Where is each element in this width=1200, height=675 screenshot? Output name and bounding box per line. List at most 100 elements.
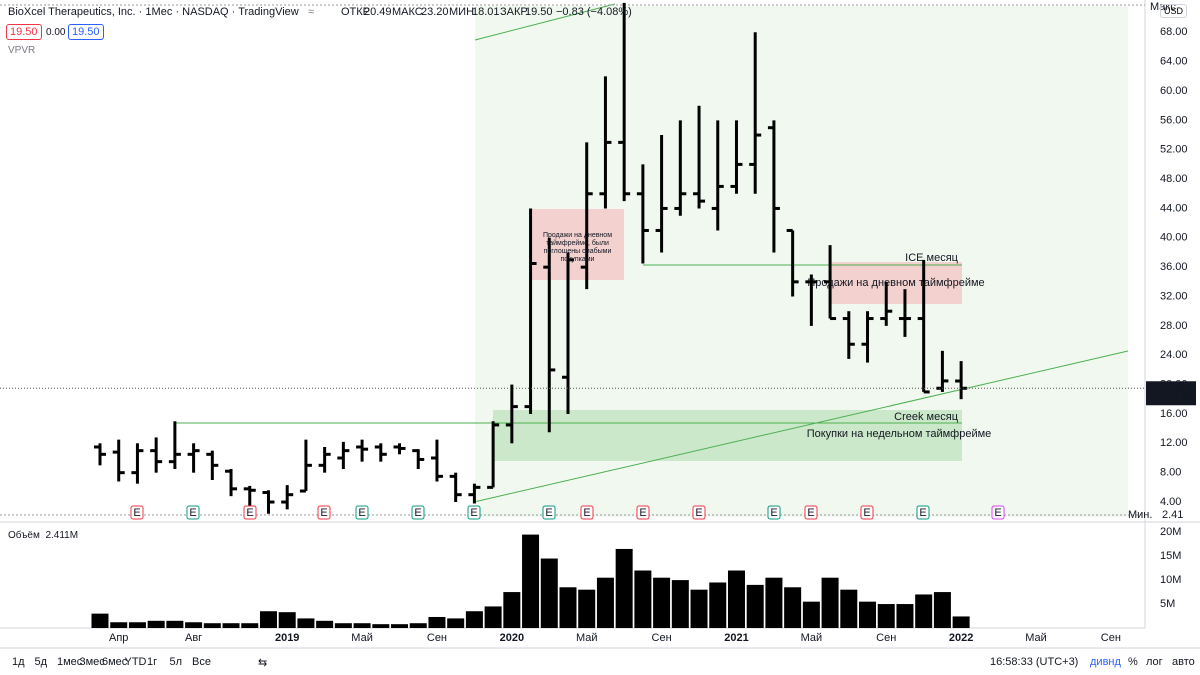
- earnings-label: E: [545, 507, 552, 519]
- earnings-marker: [186, 505, 200, 520]
- currency[interactable]: USD: [1160, 4, 1188, 18]
- volume-bar: [933, 592, 951, 628]
- earnings-marker: [542, 505, 556, 520]
- ohlc-close: 19.50: [525, 6, 553, 18]
- indicator: VPVR: [8, 45, 36, 56]
- range-button[interactable]: 5л: [169, 656, 183, 668]
- ohlc-close-label: ЗАКР: [500, 6, 528, 18]
- volume-bar: [671, 580, 689, 628]
- buy-badge[interactable]: 19.50: [68, 24, 104, 40]
- x-tick-label: Сен: [427, 632, 447, 644]
- earnings-marker: [916, 505, 930, 520]
- earnings-label: E: [133, 507, 140, 519]
- range-button[interactable]: 1мес: [57, 656, 83, 668]
- volume-bar: [896, 604, 914, 628]
- range-button[interactable]: 1г: [147, 656, 158, 668]
- volume-bar: [952, 616, 970, 628]
- y-tick-label: 15M: [1160, 550, 1181, 562]
- y-tick-label: 20M: [1160, 526, 1181, 538]
- volume-bar: [690, 589, 708, 628]
- volume-bar: [503, 592, 521, 628]
- y-tick-label: 5M: [1160, 598, 1175, 610]
- y-tick-label: 4.00: [1160, 496, 1181, 508]
- sell-zone-label: Продажи на дневном таймфрейме: [807, 277, 984, 289]
- compare-icon[interactable]: ⇆: [258, 657, 268, 669]
- volume-bar: [259, 611, 277, 628]
- volume-bar: [484, 606, 502, 628]
- earnings-label: E: [919, 507, 926, 519]
- earnings-label: E: [994, 507, 1001, 519]
- volume-bar: [203, 623, 221, 628]
- range-button[interactable]: 1д: [12, 656, 25, 668]
- sell-zone: [830, 262, 962, 304]
- volume-bar: [334, 623, 352, 628]
- volume-bar: [802, 601, 820, 628]
- toggle[interactable]: ≈: [308, 6, 315, 18]
- range-button[interactable]: YTD: [124, 656, 147, 668]
- volume-bar: [615, 548, 633, 628]
- ohlc-low: 18.01: [472, 6, 500, 18]
- volume-bar: [316, 620, 334, 628]
- y-tick-label: 52.00: [1160, 144, 1188, 156]
- earnings-label: E: [246, 507, 253, 519]
- earnings-label: E: [470, 507, 477, 519]
- clock: 16:58:33 (UTC+3): [990, 656, 1079, 668]
- earnings-marker: [692, 505, 706, 520]
- trend-line: [473, 350, 1129, 503]
- percent[interactable]: %: [1128, 656, 1138, 668]
- earnings-label: E: [358, 507, 365, 519]
- sell-badge[interactable]: 19.50: [6, 24, 42, 40]
- earnings-marker: [580, 505, 594, 520]
- earnings-label: E: [414, 507, 421, 519]
- earnings-marker: [355, 505, 369, 520]
- range-button[interactable]: Все: [192, 656, 211, 668]
- volume-label: Объём: [8, 530, 40, 541]
- dividends[interactable]: дивнд: [1090, 656, 1121, 668]
- auto[interactable]: авто: [1172, 656, 1195, 668]
- y-tick-label: 48.00: [1160, 173, 1188, 185]
- earnings-label: E: [639, 507, 646, 519]
- range-button[interactable]: 3мес: [79, 656, 105, 668]
- volume-bar: [110, 622, 128, 628]
- y-tick-label: 10M: [1160, 574, 1181, 586]
- volume-bar: [465, 611, 483, 628]
- x-tick-label: Сен: [1101, 632, 1121, 644]
- min-value: 2.41: [1162, 509, 1183, 521]
- x-tick-label: Авг: [185, 632, 202, 644]
- x-tick-label: Май: [801, 632, 823, 644]
- x-tick-label: 2020: [500, 632, 524, 644]
- x-tick-label: Май: [1025, 632, 1047, 644]
- x-tick-label: Сен: [652, 632, 672, 644]
- x-tick-label: 2022: [949, 632, 973, 644]
- y-tick-label: 60.00: [1160, 85, 1188, 97]
- volume-bar: [540, 558, 558, 628]
- min-label: Мин.: [1128, 509, 1152, 521]
- y-tick-label: 16.00: [1160, 408, 1188, 420]
- range-button[interactable]: 6мес: [102, 656, 128, 668]
- buy-zone-label: Покупки на недельном таймфрейме: [807, 428, 992, 440]
- range-button[interactable]: 5д: [34, 656, 48, 668]
- earnings-label: E: [807, 507, 814, 519]
- volume-bar: [185, 622, 203, 628]
- volume-bar: [653, 577, 671, 628]
- volume-last: 2.411M: [45, 530, 79, 541]
- earnings-label: E: [189, 507, 196, 519]
- earnings-marker: [243, 505, 257, 520]
- ohlc-high-label: МАКС: [392, 6, 423, 18]
- symbol-title: BioXcel Therapeutics, Inc. · 1Мес · NASD…: [8, 6, 299, 18]
- volume-bar: [278, 612, 296, 628]
- earnings-label: E: [863, 507, 870, 519]
- ice-label: ICE месяц: [905, 252, 959, 264]
- log[interactable]: лог: [1146, 656, 1163, 668]
- x-tick-label: Май: [576, 632, 598, 644]
- volume-bar: [241, 623, 259, 628]
- earnings-marker: [467, 505, 481, 520]
- y-tick-label: 68.00: [1160, 26, 1188, 38]
- spread: 0.00: [46, 27, 66, 38]
- y-tick-label: 8.00: [1160, 467, 1181, 479]
- ohlc-open: 20.49: [364, 6, 392, 18]
- earnings-marker: [860, 505, 874, 520]
- volume-bar: [166, 620, 184, 628]
- volume-bar: [859, 601, 877, 628]
- volume-bar: [877, 604, 895, 628]
